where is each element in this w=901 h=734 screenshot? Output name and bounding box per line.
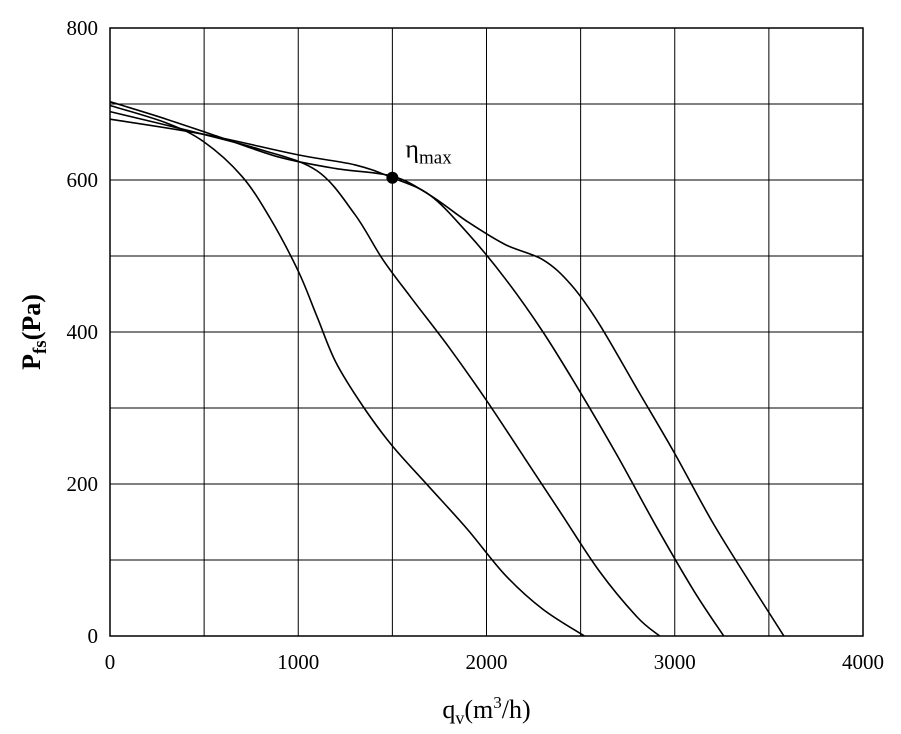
x-tick-label: 2000 — [466, 650, 508, 674]
x-title-sup: 3 — [493, 693, 502, 712]
eta-symbol: η — [405, 135, 419, 164]
x-tick-label: 3000 — [654, 650, 696, 674]
y-title-main: P — [17, 354, 46, 370]
y-tick-label: 400 — [67, 320, 99, 344]
curve-line-2 — [109, 110, 661, 637]
performance-curves — [109, 100, 785, 637]
x-title-sub: v — [455, 708, 464, 728]
y-axis-title: Pfs(Pa) — [17, 294, 51, 370]
x-axis-title: qv(m3/h) — [442, 693, 530, 728]
plot-frame — [109, 27, 864, 637]
x-title-main: q — [442, 695, 455, 724]
max-efficiency-marker — [386, 171, 399, 184]
eta-subscript: max — [419, 148, 452, 169]
x-title-open: (m — [464, 695, 493, 724]
y-tick-label: 200 — [67, 472, 99, 496]
curve-line-3 — [109, 118, 725, 637]
y-tick-label: 600 — [67, 168, 99, 192]
grid-lines — [109, 27, 864, 637]
x-tick-label: 0 — [105, 650, 116, 674]
y-tick-labels: 0 200 400 600 800 — [67, 16, 99, 648]
y-title-sub: fs — [30, 340, 51, 354]
curve-line-1 — [109, 104, 585, 637]
x-tick-label: 4000 — [842, 650, 884, 674]
y-tick-label: 800 — [67, 16, 99, 40]
x-tick-labels: 0 1000 2000 3000 4000 — [105, 650, 884, 674]
eta-max-annotation: ηmax — [405, 135, 452, 169]
x-title-close: /h) — [502, 695, 531, 724]
y-title-rest: (Pa) — [17, 294, 46, 340]
y-tick-label: 0 — [88, 624, 99, 648]
curve-line-4 — [109, 100, 785, 637]
x-tick-label: 1000 — [277, 650, 319, 674]
